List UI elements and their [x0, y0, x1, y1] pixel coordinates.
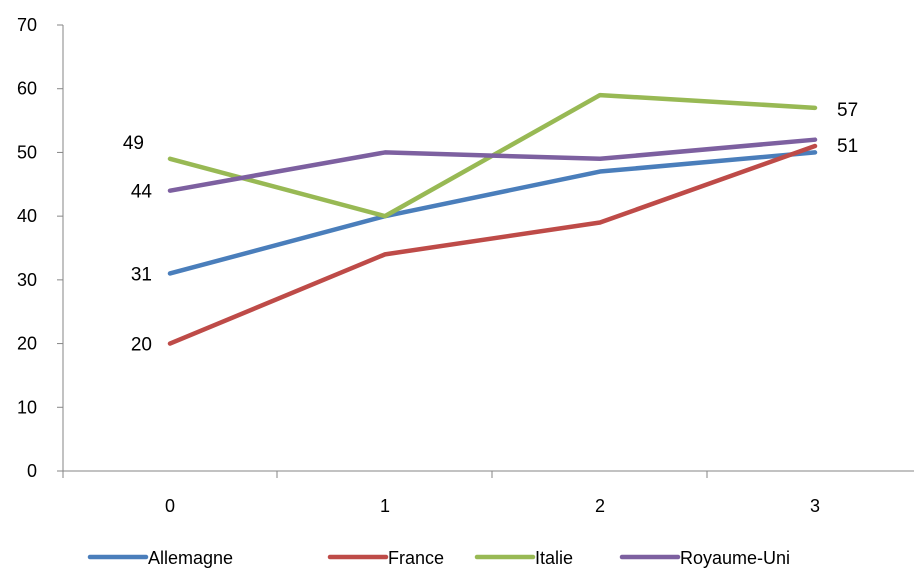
x-tick-label: 2 — [595, 496, 605, 516]
legend-label: France — [388, 548, 444, 568]
x-tick-label: 1 — [380, 496, 390, 516]
legend-item-royaume-uni: Royaume-Uni — [619, 548, 790, 568]
data-label: 20 — [131, 335, 152, 356]
legend-label: Royaume-Uni — [680, 548, 790, 568]
y-tick-label: 30 — [17, 270, 37, 290]
x-tick-label: 0 — [165, 496, 175, 516]
data-label: 31 — [131, 264, 152, 285]
series-line-royaume-uni — [167, 137, 818, 193]
legend-label: Allemagne — [148, 548, 233, 568]
legend-label: Italie — [535, 548, 573, 568]
data-label: 57 — [837, 100, 858, 121]
y-tick-label: 60 — [17, 79, 37, 99]
axes: 0 10 20 30 40 50 60 70 0 1 2 3 — [17, 15, 914, 516]
y-tick-label: 50 — [17, 142, 37, 162]
y-tick-label: 0 — [27, 461, 37, 481]
series-lines — [167, 92, 818, 346]
series-line-allemagne — [167, 150, 818, 276]
series-line-france — [167, 143, 818, 346]
data-label: 51 — [837, 136, 858, 157]
y-tick-label: 20 — [17, 334, 37, 354]
legend-item-allemagne: Allemagne — [87, 548, 233, 568]
x-tick-label: 3 — [810, 496, 820, 516]
data-labels: 31 20 49 44 57 51 — [123, 100, 858, 356]
data-label: 49 — [123, 133, 144, 154]
data-label: 44 — [131, 182, 153, 203]
y-tick-label: 10 — [17, 397, 37, 417]
legend-item-france: France — [327, 548, 444, 568]
legend-item-italie: Italie — [474, 548, 573, 568]
y-tick-label: 40 — [17, 206, 37, 226]
legend: Allemagne France Italie Royaume-Uni — [87, 548, 790, 568]
y-tick-label: 70 — [17, 15, 37, 35]
